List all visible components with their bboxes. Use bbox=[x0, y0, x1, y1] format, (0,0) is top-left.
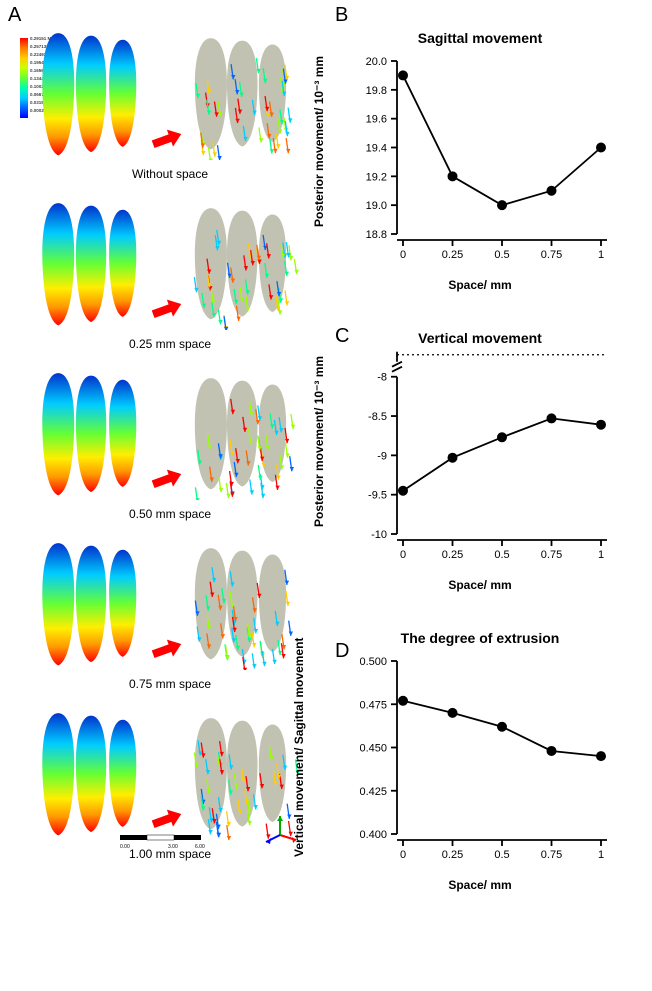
colorbar bbox=[20, 38, 28, 118]
teeth-displacement bbox=[30, 370, 160, 500]
teeth-displacement bbox=[30, 710, 160, 840]
chart-xlabel: Space/ mm bbox=[448, 878, 511, 892]
svg-text:0.75: 0.75 bbox=[541, 549, 562, 561]
svg-text:-8.5: -8.5 bbox=[368, 411, 387, 423]
svg-text:19.6: 19.6 bbox=[366, 114, 387, 126]
sim-row: 0.25 mm space bbox=[20, 200, 320, 365]
chart-xlabel: Space/ mm bbox=[448, 278, 511, 292]
svg-text:0: 0 bbox=[400, 849, 406, 861]
scale-bar: 0.00 3.00 6.00 bbox=[120, 832, 230, 852]
svg-text:0: 0 bbox=[400, 249, 406, 261]
chart-extrusion: The degree of extrusion 0.400 0.425 0.45… bbox=[335, 630, 625, 890]
sim-caption: 0.75 mm space bbox=[20, 677, 320, 691]
svg-text:0.5: 0.5 bbox=[494, 549, 509, 561]
sim-row: 0.29151 Max0.2571300.2249200.1954460.165… bbox=[20, 30, 320, 195]
svg-text:0.425: 0.425 bbox=[359, 786, 387, 798]
teeth-displacement bbox=[30, 540, 160, 670]
svg-text:0.25: 0.25 bbox=[442, 549, 463, 561]
svg-text:18.8: 18.8 bbox=[366, 229, 387, 241]
chart-title: Sagittal movement bbox=[335, 30, 625, 46]
svg-text:19.8: 19.8 bbox=[366, 85, 387, 97]
figure-root: A B C D 0.29151 Max0.2571300.2249200.195… bbox=[0, 0, 652, 991]
svg-text:19.0: 19.0 bbox=[366, 200, 387, 212]
svg-text:1: 1 bbox=[598, 549, 604, 561]
svg-text:1: 1 bbox=[598, 249, 604, 261]
panel-a-simulations: 0.29151 Max0.2571300.2249200.1954460.165… bbox=[20, 30, 320, 880]
svg-text:0.400: 0.400 bbox=[359, 829, 387, 841]
chart-sagittal: Sagittal movement 18.8 19.0 19.2 19.4 19… bbox=[335, 30, 625, 290]
svg-text:-8: -8 bbox=[377, 372, 387, 384]
teeth-vectors bbox=[175, 30, 315, 160]
svg-text:1: 1 bbox=[598, 849, 604, 861]
chart-ylabel: Posterior movement/ 10⁻³ mm bbox=[312, 56, 326, 227]
svg-text:0.75: 0.75 bbox=[541, 249, 562, 261]
svg-text:20.0: 20.0 bbox=[366, 56, 387, 68]
svg-text:6.00: 6.00 bbox=[195, 844, 205, 850]
teeth-vectors bbox=[175, 370, 315, 500]
svg-text:0.450: 0.450 bbox=[359, 743, 387, 755]
chart-xlabel: Space/ mm bbox=[448, 578, 511, 592]
svg-text:0.00: 0.00 bbox=[120, 844, 130, 850]
teeth-displacement bbox=[30, 200, 160, 330]
svg-text:0.25: 0.25 bbox=[442, 849, 463, 861]
sim-row: 0.50 mm space bbox=[20, 370, 320, 535]
sim-caption: Without space bbox=[20, 167, 320, 181]
svg-text:0.5: 0.5 bbox=[494, 849, 509, 861]
svg-text:0: 0 bbox=[400, 549, 406, 561]
svg-text:0.75: 0.75 bbox=[541, 849, 562, 861]
svg-text:-9: -9 bbox=[377, 450, 387, 462]
panel-charts: Sagittal movement 18.8 19.0 19.2 19.4 19… bbox=[335, 30, 635, 930]
svg-text:0.475: 0.475 bbox=[359, 699, 387, 711]
svg-text:19.4: 19.4 bbox=[366, 143, 387, 155]
svg-text:0.25: 0.25 bbox=[442, 249, 463, 261]
svg-text:-10: -10 bbox=[371, 529, 387, 541]
chart-title: Vertical movement bbox=[335, 330, 625, 346]
chart-ylabel: Vertical movement/ Sagittal movement bbox=[292, 638, 306, 857]
chart-ylabel: Posterior movement/ 10⁻³ mm bbox=[312, 356, 326, 527]
panel-label-a: A bbox=[8, 4, 21, 27]
svg-text:3.00: 3.00 bbox=[168, 844, 178, 850]
sim-caption: 0.50 mm space bbox=[20, 507, 320, 521]
svg-text:-9.5: -9.5 bbox=[368, 490, 387, 502]
chart-vertical: Vertical movement -10 -9.5 -9 -8.5 -8 0 … bbox=[335, 330, 625, 590]
sim-row: 0.75 mm space bbox=[20, 540, 320, 705]
sim-caption: 0.25 mm space bbox=[20, 337, 320, 351]
svg-text:19.2: 19.2 bbox=[366, 171, 387, 183]
panel-label-b: B bbox=[335, 4, 348, 27]
svg-text:0.500: 0.500 bbox=[359, 656, 387, 668]
chart-title: The degree of extrusion bbox=[335, 630, 625, 646]
teeth-vectors bbox=[175, 200, 315, 330]
svg-text:0.5: 0.5 bbox=[494, 249, 509, 261]
teeth-displacement bbox=[30, 30, 160, 160]
